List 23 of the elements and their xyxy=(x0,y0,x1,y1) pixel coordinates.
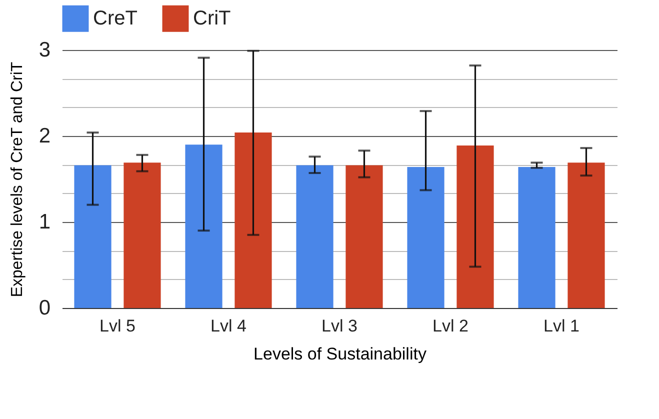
y-axis-title: Expertise levels of CreT and CriT xyxy=(8,62,26,298)
bar xyxy=(296,165,334,308)
y-tick-label: 2 xyxy=(38,124,50,148)
bar xyxy=(346,165,383,308)
bar xyxy=(74,165,112,308)
bar xyxy=(518,166,556,308)
y-tick-label: 1 xyxy=(38,210,50,234)
x-axis-title: Levels of Sustainability xyxy=(254,344,427,364)
bar xyxy=(234,132,272,308)
bar xyxy=(407,166,444,308)
legend-label: CreT xyxy=(93,8,138,30)
y-tick-label: 0 xyxy=(38,296,50,320)
x-tick-label: Lvl 1 xyxy=(544,316,580,336)
legend-label: CriT xyxy=(193,8,231,30)
x-tick-label: Lvl 5 xyxy=(100,316,136,336)
bar xyxy=(124,162,161,308)
x-tick-label: Lvl 4 xyxy=(210,316,246,336)
bar xyxy=(456,145,494,308)
x-tick-label: Lvl 2 xyxy=(432,316,468,336)
bar xyxy=(185,144,222,308)
x-tick-label: Lvl 3 xyxy=(322,316,358,336)
y-tick-label: 3 xyxy=(38,38,50,62)
bar xyxy=(568,162,605,308)
